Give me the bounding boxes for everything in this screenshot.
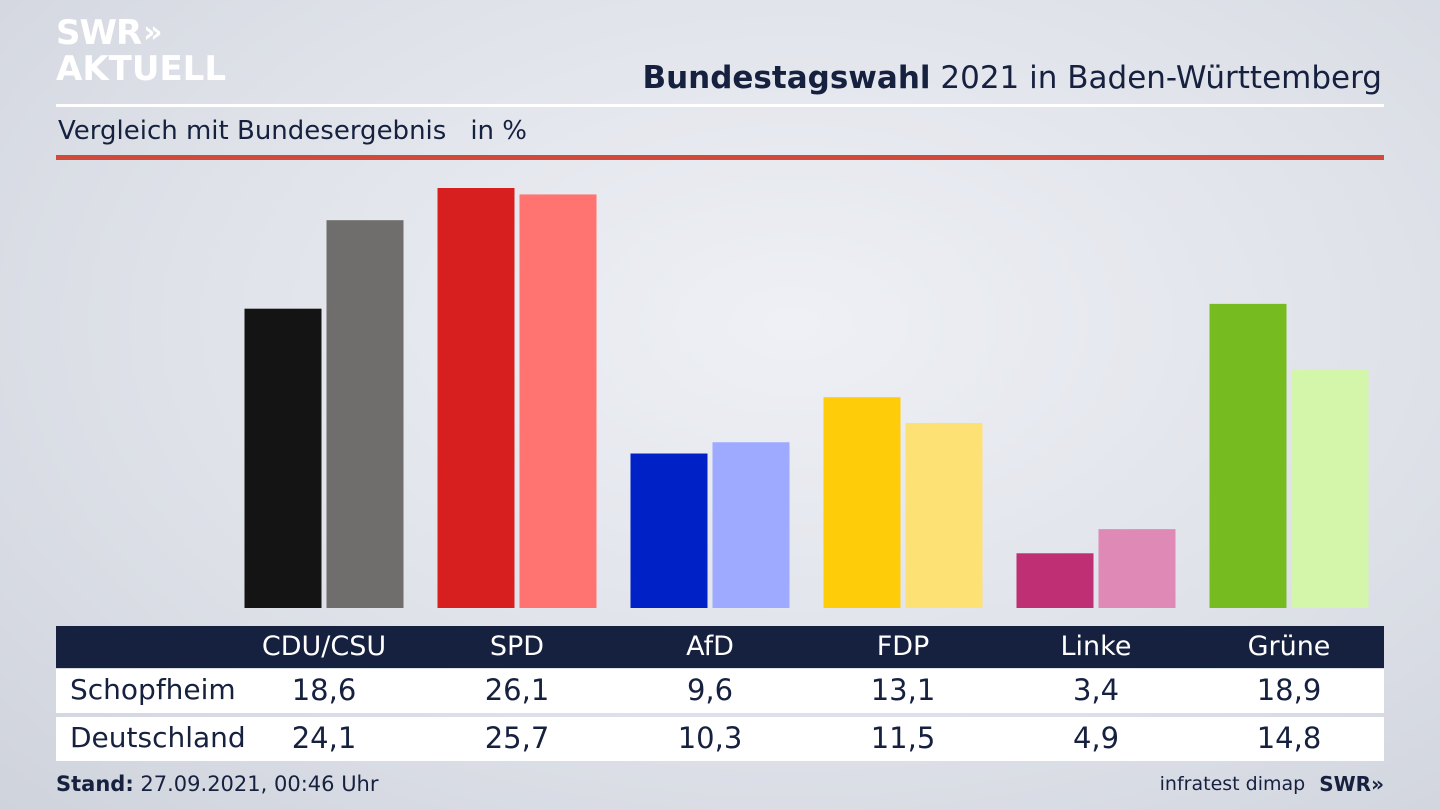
bar-cdu-csu-deutschland — [326, 220, 404, 609]
value-cell: 13,1 — [870, 673, 936, 707]
stand-value: 27.09.2021, 00:46 Uhr — [140, 772, 379, 796]
bar-afd-schopfheim — [630, 453, 708, 608]
value-cell: 9,6 — [686, 673, 734, 707]
source-credit: infratest dimap SWR» — [1160, 772, 1384, 796]
table-row: Schopfheim 18,6 26,1 9,6 13,1 3,4 18,9 — [56, 669, 1384, 713]
bar-spd-deutschland — [519, 194, 597, 609]
party-label: FDP — [876, 631, 930, 662]
value-cell: 10,3 — [677, 721, 743, 755]
value-cell: 25,7 — [484, 721, 550, 755]
bar-fdp-schopfheim — [823, 397, 901, 608]
chart-title-bold: Bundestagswahl — [642, 60, 931, 96]
bar-grüne-deutschland — [1291, 369, 1369, 608]
value-cell: 18,9 — [1256, 673, 1322, 707]
swr-aktuell-logo: SWR» AKTUELL — [56, 16, 226, 86]
value-cell: 26,1 — [484, 673, 550, 707]
bar-spd-schopfheim — [437, 188, 515, 608]
bar-fdp-deutschland — [905, 422, 983, 608]
chart-subtitle: Vergleich mit Bundesergebnis in % — [58, 116, 527, 146]
chart-title: Bundestagswahl 2021 in Baden-Württemberg — [642, 60, 1382, 96]
title-divider — [56, 104, 1384, 107]
bar-linke-deutschland — [1098, 529, 1176, 608]
row-label: Schopfheim — [70, 673, 236, 706]
stand-label: Stand: — [56, 772, 134, 796]
bar-linke-schopfheim — [1016, 553, 1094, 608]
party-label: AfD — [686, 631, 734, 662]
logo-swr-text: SWR — [56, 13, 142, 53]
footer-chevron-icon: » — [1371, 772, 1384, 796]
source-text: infratest dimap — [1159, 773, 1306, 795]
row-label: Deutschland — [70, 721, 246, 754]
chart-title-rest: 2021 in Baden-Württemberg — [940, 60, 1382, 96]
timestamp: Stand: 27.09.2021, 00:46 Uhr — [56, 772, 379, 796]
party-header-row: CDU/CSU SPD AfD FDP Linke Grüne — [56, 626, 1384, 668]
subtitle-text: Vergleich mit Bundesergebnis — [58, 116, 447, 146]
value-cell: 4,9 — [1072, 721, 1120, 755]
value-cell: 14,8 — [1256, 721, 1322, 755]
value-cell: 3,4 — [1072, 673, 1120, 707]
party-label: Linke — [1060, 631, 1132, 662]
footer-logo-text: SWR — [1319, 772, 1372, 796]
bar-cdu-csu-schopfheim — [244, 308, 322, 608]
table-row: Deutschland 24,1 25,7 10,3 11,5 4,9 14,8 — [56, 717, 1384, 761]
value-cell: 11,5 — [870, 721, 936, 755]
bar-afd-deutschland — [712, 442, 790, 608]
party-label: Grüne — [1247, 631, 1331, 662]
footer-swr-logo: SWR» — [1319, 772, 1384, 796]
value-cell: 18,6 — [291, 673, 357, 707]
value-cell: 24,1 — [291, 721, 357, 755]
subtitle-unit: in % — [470, 116, 527, 146]
bar-grüne-schopfheim — [1209, 303, 1287, 608]
subtitle-divider — [56, 155, 1384, 160]
party-label: CDU/CSU — [261, 631, 387, 662]
logo-aktuell-text: AKTUELL — [56, 49, 227, 89]
party-label: SPD — [489, 631, 545, 662]
